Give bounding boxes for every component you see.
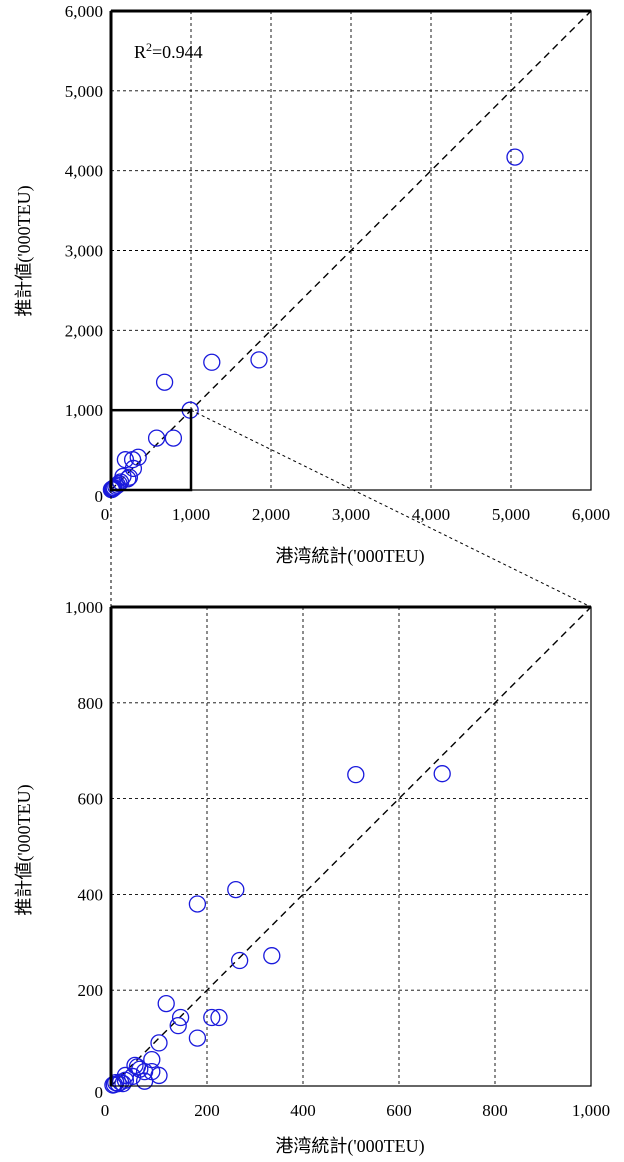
- r-squared-annotation: R2=0.944: [134, 40, 203, 62]
- x-tick-label: 200: [194, 1101, 220, 1120]
- data-point: [108, 476, 127, 494]
- data-points: [104, 765, 451, 1094]
- data-point: [104, 1076, 122, 1094]
- y-axis-label: 推計値('000TEU): [14, 784, 35, 915]
- data-point: [171, 1008, 190, 1027]
- x-axis-label: 港湾統計('000TEU): [275, 1136, 424, 1157]
- data-point: [150, 1034, 168, 1052]
- data-point: [250, 351, 268, 369]
- data-point: [203, 353, 221, 371]
- data-point: [347, 766, 365, 784]
- y-tick-label: 0: [95, 1083, 104, 1102]
- x-tick-labels: 0 1,000 2,000 3,000 4,000 5,000 6,000: [101, 505, 610, 524]
- data-point: [227, 880, 245, 899]
- data-point: [188, 895, 207, 913]
- data-point: [506, 148, 524, 166]
- data-point: [135, 1072, 154, 1090]
- x-tick-label: 600: [386, 1101, 412, 1120]
- y-tick-label: 1,000: [65, 401, 103, 420]
- x-tick-label: 0: [101, 505, 110, 524]
- x-tick-label: 1,000: [572, 1101, 610, 1120]
- y-tick-label: 600: [78, 790, 104, 809]
- x-tick-label: 800: [482, 1101, 508, 1120]
- y-tick-label: 5,000: [65, 82, 103, 101]
- y-tick-labels: 0 1,000 2,000 3,000 4,000 5,000 6,000: [65, 2, 103, 506]
- x-tick-label: 1,000: [172, 505, 210, 524]
- data-point: [155, 373, 174, 391]
- data-point: [230, 951, 249, 970]
- x-tick-label: 3,000: [332, 505, 370, 524]
- y-axis-label: 推計値('000TEU): [14, 185, 35, 316]
- x-tick-label: 5,000: [492, 505, 530, 524]
- y-tick-label: 2,000: [65, 321, 103, 340]
- y-tick-label: 400: [78, 885, 104, 904]
- grid: [111, 11, 591, 490]
- x-tick-label: 6,000: [572, 505, 610, 524]
- y-tick-labels: 0 200 400 600 800 1,000: [65, 598, 103, 1102]
- y-tick-label: 800: [78, 694, 104, 713]
- x-axis-label: 港湾統計('000TEU): [275, 546, 424, 567]
- x-tick-labels: 0 200 400 600 800 1,000: [101, 1101, 610, 1120]
- data-point: [114, 1074, 132, 1093]
- y-tick-label: 1,000: [65, 598, 103, 617]
- x-tick-label: 0: [101, 1101, 110, 1120]
- data-point: [123, 451, 142, 469]
- data-point: [105, 478, 123, 497]
- data-point: [169, 1016, 187, 1035]
- scatter-chart-zoom: 0 200 400 600 800 1,000 0 200 400 600 800 1,000 港湾…: [14, 598, 610, 1157]
- y-tick-label: 3,000: [65, 242, 103, 261]
- reference-line: [110, 606, 592, 1087]
- data-point: [126, 1056, 144, 1075]
- grid: [111, 607, 591, 1086]
- y-tick-label: 6,000: [65, 2, 103, 21]
- data-point: [120, 468, 139, 486]
- y-tick-label: 0: [95, 487, 104, 506]
- data-point: [263, 947, 281, 965]
- data-point: [157, 994, 175, 1013]
- data-point: [203, 1008, 221, 1027]
- data-point: [107, 1073, 125, 1092]
- data-point: [147, 429, 166, 447]
- scatter-chart-full: 0 1,000 2,000 3,000 4,000 5,000 6,000 0 1,000 2,…: [14, 2, 610, 567]
- data-point: [164, 429, 183, 447]
- data-point: [107, 477, 125, 496]
- data-points: [102, 148, 524, 499]
- data-point: [433, 765, 451, 783]
- x-tick-label: 2,000: [252, 505, 290, 524]
- y-tick-label: 4,000: [65, 162, 103, 181]
- x-tick-label: 400: [290, 1101, 316, 1120]
- data-point: [210, 1008, 228, 1027]
- zoom-connector-right: [190, 409, 592, 608]
- x-tick-label: 4,000: [412, 505, 450, 524]
- data-point: [188, 1029, 207, 1047]
- y-tick-label: 200: [78, 981, 104, 1000]
